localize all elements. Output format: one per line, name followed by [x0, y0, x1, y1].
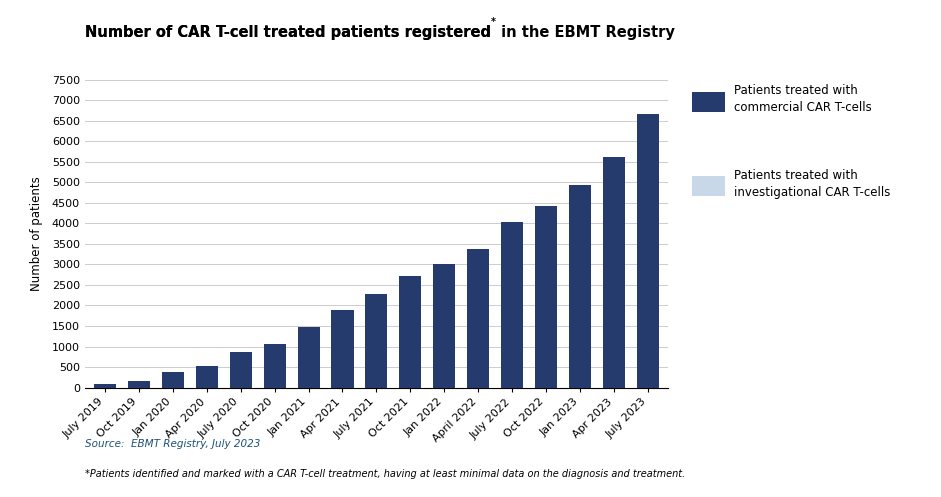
- Bar: [297, 327, 320, 388]
- Bar: [637, 114, 659, 388]
- Bar: [399, 276, 422, 388]
- Bar: [569, 364, 591, 388]
- Bar: [535, 364, 557, 388]
- Bar: [433, 263, 455, 388]
- Bar: [331, 310, 354, 388]
- Bar: [501, 222, 523, 388]
- Bar: [569, 185, 591, 388]
- Bar: [162, 372, 183, 388]
- Bar: [467, 367, 489, 388]
- Text: Number of CAR T-cell treated patients registered: Number of CAR T-cell treated patients re…: [85, 25, 490, 40]
- Bar: [331, 374, 354, 388]
- Text: Number of CAR T-cell treated patients registered: Number of CAR T-cell treated patients re…: [85, 25, 490, 40]
- Text: Patients treated with
commercial CAR T-cells: Patients treated with commercial CAR T-c…: [734, 84, 871, 114]
- Bar: [501, 365, 523, 388]
- Bar: [535, 206, 557, 388]
- Bar: [603, 363, 625, 388]
- Bar: [433, 368, 455, 388]
- Bar: [365, 372, 388, 388]
- Bar: [637, 357, 659, 388]
- Bar: [94, 384, 116, 388]
- Bar: [263, 344, 286, 388]
- Bar: [467, 249, 489, 388]
- Text: *Patients identified and marked with a CAR T-cell treatment, having at least min: *Patients identified and marked with a C…: [85, 469, 685, 479]
- Bar: [603, 157, 625, 388]
- Text: Source:  EBMT Registry, July 2023: Source: EBMT Registry, July 2023: [85, 439, 260, 449]
- Bar: [230, 352, 252, 388]
- Bar: [365, 294, 388, 388]
- Y-axis label: Number of patients: Number of patients: [30, 176, 43, 291]
- Bar: [196, 366, 217, 388]
- Text: Patients treated with
investigational CAR T-cells: Patients treated with investigational CA…: [734, 169, 890, 199]
- Bar: [399, 370, 422, 388]
- Text: in the EBMT Registry: in the EBMT Registry: [496, 25, 675, 40]
- Bar: [128, 381, 150, 388]
- Text: *: *: [490, 17, 496, 27]
